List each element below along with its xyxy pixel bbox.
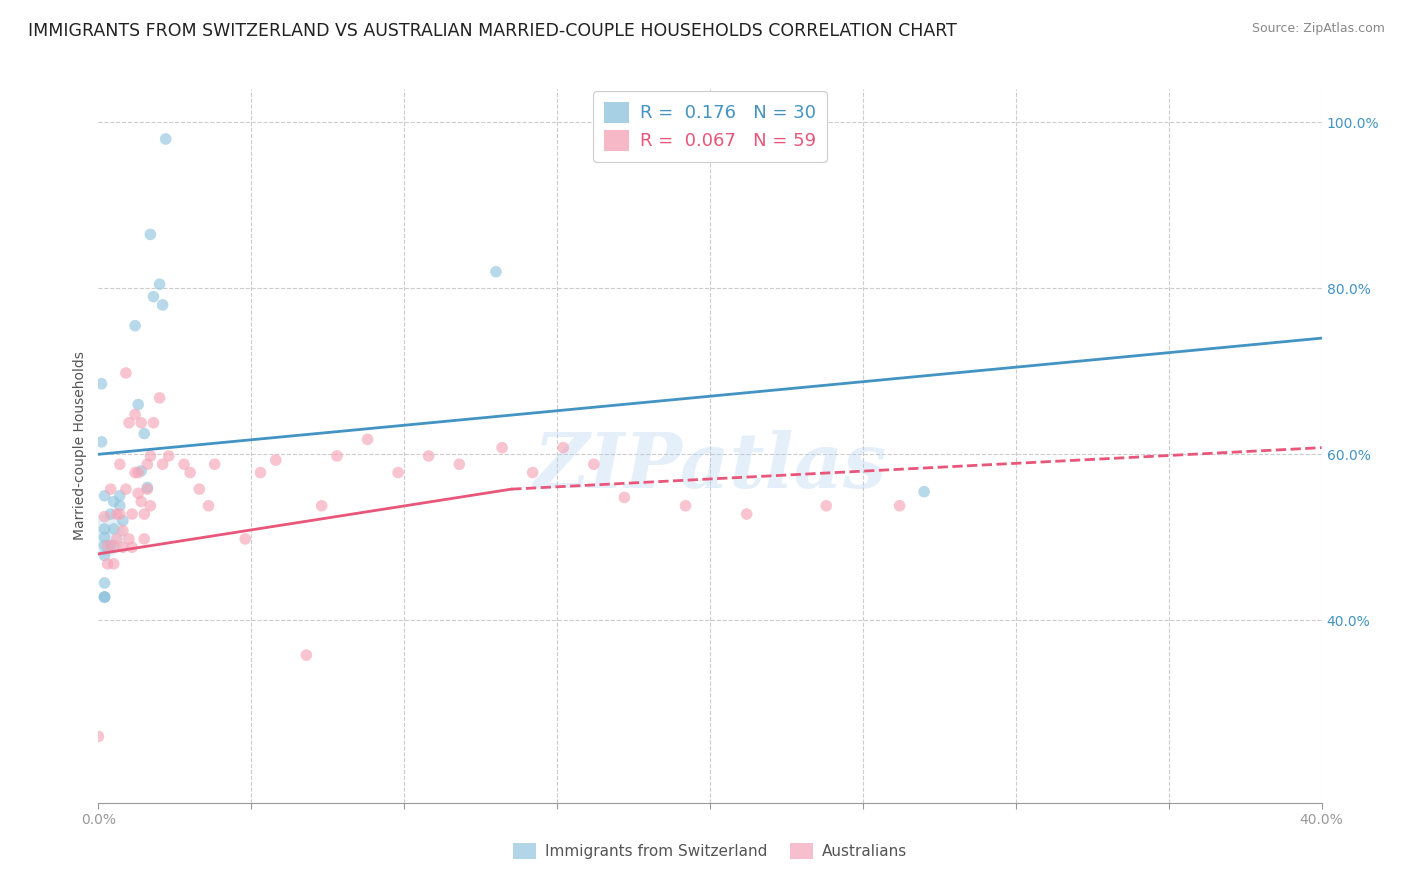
- Point: [735, 507, 758, 521]
- Point: [105, 507, 128, 521]
- Point: [912, 484, 935, 499]
- Point: [139, 499, 162, 513]
- Text: IMMIGRANTS FROM SWITZERLAND VS AUSTRALIAN MARRIED-COUPLE HOUSEHOLDS CORRELATION : IMMIGRANTS FROM SWITZERLAND VS AUSTRALIA…: [28, 22, 957, 40]
- Point: [136, 482, 159, 496]
- Point: [139, 227, 162, 242]
- Point: [127, 466, 149, 480]
- Point: [418, 449, 440, 463]
- Point: [522, 466, 544, 480]
- Point: [90, 376, 112, 391]
- Point: [675, 499, 697, 513]
- Point: [97, 539, 120, 553]
- Point: [118, 416, 141, 430]
- Point: [129, 494, 152, 508]
- Point: [613, 491, 636, 505]
- Point: [142, 416, 165, 430]
- Point: [491, 441, 513, 455]
- Point: [149, 277, 172, 292]
- Point: [129, 464, 152, 478]
- Point: [108, 507, 131, 521]
- Point: [93, 489, 115, 503]
- Point: [103, 557, 125, 571]
- Point: [152, 298, 174, 312]
- Point: [134, 532, 156, 546]
- Text: Source: ZipAtlas.com: Source: ZipAtlas.com: [1251, 22, 1385, 36]
- Point: [108, 457, 131, 471]
- Point: [815, 499, 838, 513]
- Point: [93, 509, 115, 524]
- Point: [124, 466, 146, 480]
- Point: [485, 265, 508, 279]
- Point: [157, 449, 180, 463]
- Point: [129, 416, 152, 430]
- Point: [264, 453, 287, 467]
- Point: [356, 433, 378, 447]
- Point: [311, 499, 333, 513]
- Point: [93, 522, 115, 536]
- Point: [105, 532, 128, 546]
- Point: [134, 507, 156, 521]
- Point: [103, 494, 125, 508]
- Point: [100, 507, 122, 521]
- Point: [93, 590, 115, 604]
- Text: ZIPatlas: ZIPatlas: [533, 431, 887, 504]
- Point: [149, 391, 172, 405]
- Point: [121, 540, 143, 554]
- Point: [103, 522, 125, 536]
- Point: [295, 648, 318, 662]
- Point: [134, 426, 156, 441]
- Point: [152, 457, 174, 471]
- Point: [93, 528, 115, 542]
- Point: [197, 499, 219, 513]
- Point: [93, 539, 115, 553]
- Point: [139, 449, 162, 463]
- Point: [108, 489, 131, 503]
- Point: [233, 532, 256, 546]
- Point: [111, 524, 134, 538]
- Point: [93, 590, 115, 604]
- Point: [553, 441, 575, 455]
- Point: [249, 466, 271, 480]
- Point: [179, 466, 201, 480]
- Point: [136, 457, 159, 471]
- Point: [108, 499, 131, 513]
- Point: [188, 482, 211, 496]
- Point: [93, 530, 115, 544]
- Point: [326, 449, 349, 463]
- Point: [127, 486, 149, 500]
- Point: [111, 540, 134, 554]
- Point: [115, 482, 138, 496]
- Point: [121, 507, 143, 521]
- Point: [449, 457, 471, 471]
- Y-axis label: Married-couple Households: Married-couple Households: [73, 351, 87, 541]
- Point: [100, 482, 122, 496]
- Point: [100, 539, 122, 553]
- Point: [387, 466, 409, 480]
- Point: [111, 514, 134, 528]
- Point: [118, 532, 141, 546]
- Point: [136, 481, 159, 495]
- Point: [124, 318, 146, 333]
- Point: [889, 499, 911, 513]
- Point: [173, 457, 195, 471]
- Point: [124, 408, 146, 422]
- Point: [127, 397, 149, 411]
- Point: [90, 434, 112, 449]
- Point: [93, 575, 115, 590]
- Point: [204, 457, 226, 471]
- Point: [155, 132, 177, 146]
- Point: [87, 730, 110, 744]
- Point: [93, 549, 115, 563]
- Point: [97, 557, 120, 571]
- Point: [93, 590, 115, 604]
- Point: [142, 290, 165, 304]
- Point: [582, 457, 605, 471]
- Point: [115, 366, 138, 380]
- Legend: Immigrants from Switzerland, Australians: Immigrants from Switzerland, Australians: [505, 835, 915, 866]
- Point: [103, 539, 125, 553]
